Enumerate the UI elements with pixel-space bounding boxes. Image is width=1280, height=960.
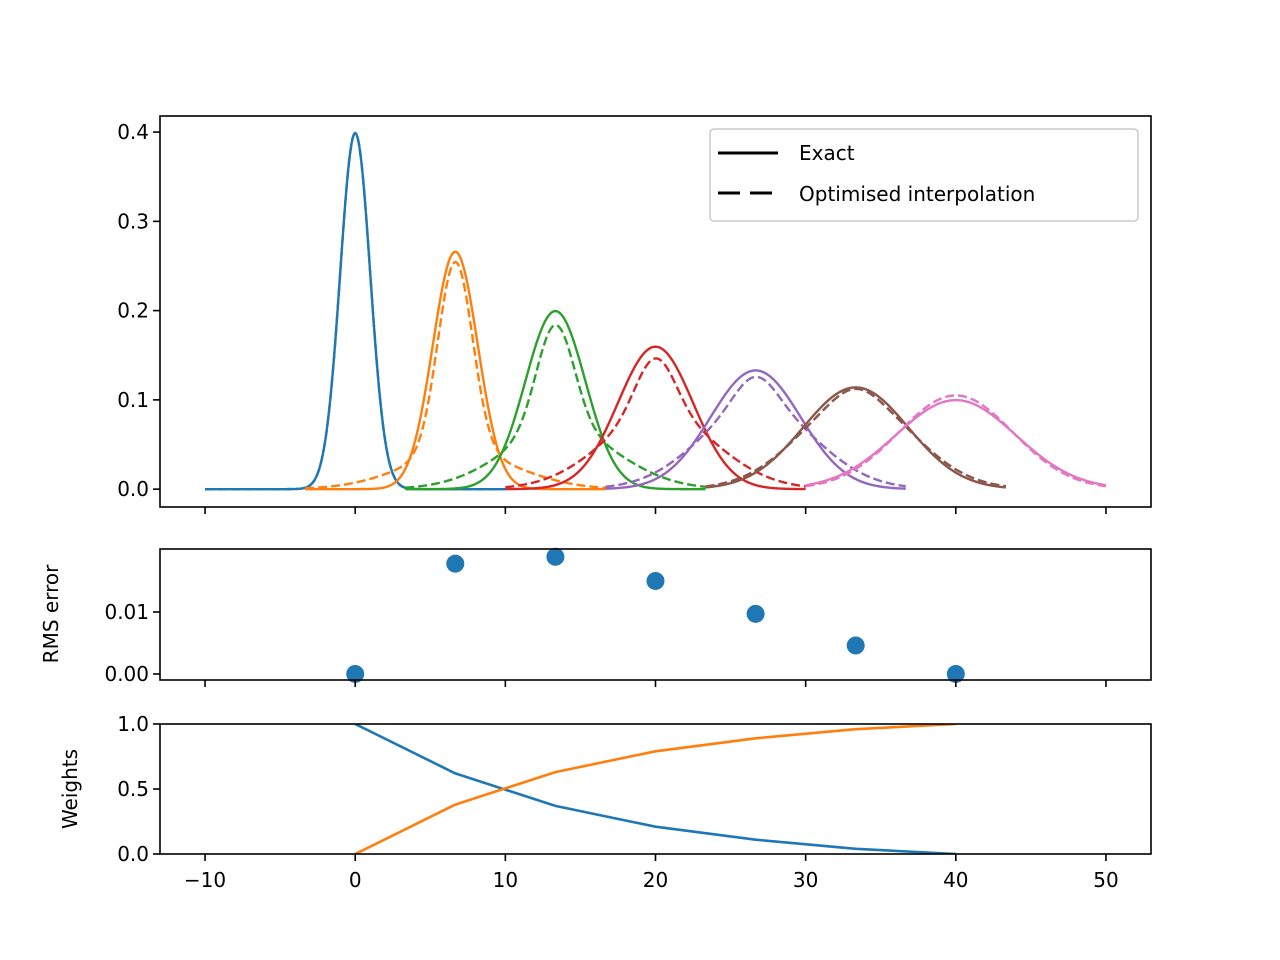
- rms-error-point: [546, 547, 565, 566]
- density-4-exact-line: [605, 369, 906, 490]
- legend: Exact Optimised interpolation: [709, 128, 1139, 222]
- weights-xtick-label: 10: [493, 868, 518, 892]
- density-x-ticks: [204, 507, 1107, 514]
- rms-ytick-label: 0.01: [104, 600, 149, 624]
- density-y-ticks: 0.0 0.1 0.2 0.3 0.4: [117, 120, 160, 501]
- weights-y-axis-label: Weights: [58, 749, 82, 829]
- weight-last-line: [354, 724, 956, 854]
- weights-x-ticks: −10 0 10 20 30 40 50: [184, 854, 1119, 892]
- weights-ytick-label: 0.5: [117, 777, 149, 801]
- rms-ytick-label: 0.00: [104, 662, 149, 686]
- density-1-interpolated-line: [305, 260, 606, 490]
- weights-lines: [354, 724, 956, 854]
- weights-xtick-label: 20: [643, 868, 668, 892]
- weights-ytick-label: 1.0: [117, 712, 149, 736]
- weights-panel: 0.0 0.5 1.0 −10 0 10 20 30 40 50 Weights: [58, 712, 1152, 892]
- rms-error-point: [746, 604, 765, 623]
- density-ytick-label: 0.4: [117, 120, 149, 144]
- legend-label-interpolation: Optimised interpolation: [799, 182, 1035, 206]
- rms-error-panel: 0.00 0.01 RMS error: [39, 547, 1152, 687]
- rms-error-point: [846, 636, 865, 655]
- density-ytick-label: 0.3: [117, 209, 149, 233]
- weights-ytick-label: 0.0: [117, 842, 149, 866]
- density-ytick-label: 0.0: [117, 477, 149, 501]
- weight-first-line: [354, 724, 956, 854]
- rms-error-point: [946, 664, 965, 683]
- rms-error-point: [646, 571, 665, 590]
- rms-y-ticks: 0.00 0.01: [104, 600, 160, 686]
- rms-y-axis-label: RMS error: [39, 564, 63, 663]
- density-curves: [205, 131, 1107, 491]
- density-panel: 0.0 0.1 0.2 0.3 0.4 Exact Optimised interpol…: [117, 115, 1152, 514]
- density-6-exact-line: [805, 398, 1107, 487]
- legend-box: [709, 128, 1139, 222]
- weights-xtick-label: −10: [184, 868, 226, 892]
- density-5-exact-line: [705, 386, 1006, 489]
- weights-xtick-label: 30: [793, 868, 818, 892]
- legend-label-exact: Exact: [799, 141, 855, 165]
- density-6-interpolated-line: [805, 394, 1107, 488]
- weights-xtick-label: 50: [1093, 868, 1118, 892]
- weights-xtick-label: 40: [943, 868, 968, 892]
- weights-y-ticks: 0.0 0.5 1.0: [117, 712, 160, 866]
- density-2-exact-line: [405, 309, 706, 491]
- rms-error-point: [346, 664, 365, 683]
- density-5-interpolated-line: [705, 387, 1007, 488]
- density-2-interpolated-line: [405, 323, 706, 489]
- density-ytick-label: 0.2: [117, 299, 149, 323]
- rms-error-points: [346, 547, 965, 683]
- density-ytick-label: 0.1: [117, 388, 149, 412]
- rms-x-ticks: [204, 680, 1107, 687]
- rms-error-point: [446, 554, 465, 573]
- density-3-exact-line: [505, 345, 806, 491]
- density-1-exact-line: [305, 250, 606, 491]
- weights-xtick-label: 0: [349, 868, 362, 892]
